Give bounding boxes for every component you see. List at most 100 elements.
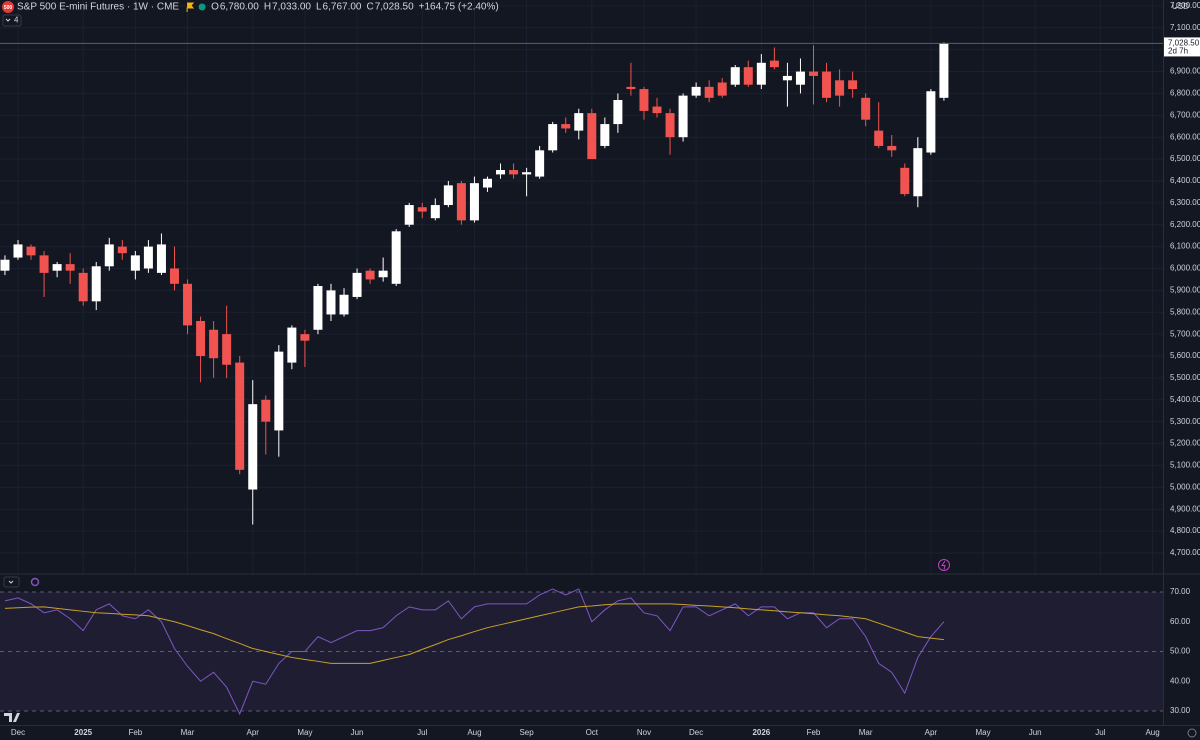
- candle-body: [613, 100, 623, 125]
- candle-body: [626, 86, 636, 90]
- candle-body: [274, 351, 284, 431]
- y-tick-label: 4,900.00: [1170, 504, 1200, 513]
- candle-body: [196, 321, 206, 357]
- y-tick-label: 5,800.00: [1170, 307, 1200, 316]
- candle-body: [717, 82, 727, 96]
- candle-body: [574, 113, 584, 131]
- candle-body: [117, 246, 127, 254]
- y-tick-label: 5,200.00: [1170, 439, 1200, 448]
- y-tick-label: 6,300.00: [1170, 198, 1200, 207]
- candle-body: [0, 259, 10, 271]
- candle-body: [848, 80, 858, 90]
- candle-body: [378, 270, 388, 278]
- y-tick-label: 6,400.00: [1170, 176, 1200, 185]
- y-tick-label: 6,100.00: [1170, 242, 1200, 251]
- candle-body: [235, 362, 245, 470]
- axes: 4,700.00 4,800.00 4,900.00 5,000.00 5,100.00…: [11, 1, 1200, 737]
- x-tick-label: Jun: [1029, 728, 1042, 737]
- y-tick-label: 6,900.00: [1170, 67, 1200, 76]
- chevron-icon: [8, 580, 14, 584]
- x-tick-label: Aug: [1145, 728, 1159, 737]
- candle-body: [522, 172, 532, 175]
- candle-body: [156, 244, 166, 273]
- x-tick-label: Dec: [689, 728, 703, 737]
- candle-body: [809, 71, 819, 76]
- candle-body: [352, 272, 362, 297]
- quote-value: 6,780.00: [220, 2, 259, 13]
- candle-body: [535, 150, 545, 177]
- candle-body: [561, 124, 571, 129]
- indicator-icon[interactable]: [30, 577, 40, 587]
- candle-body: [209, 329, 219, 359]
- candle-body: [665, 113, 675, 138]
- y-tick-label: 6,600.00: [1170, 132, 1200, 141]
- candle-body: [900, 167, 910, 195]
- candle-body: [769, 60, 779, 68]
- y-tick-label: 5,300.00: [1170, 417, 1200, 426]
- candle-body: [39, 255, 49, 273]
- quote-change: +164.75 (+2.40%): [419, 2, 499, 13]
- y-tick-label: 6,200.00: [1170, 220, 1200, 229]
- symbol-badge: 500: [4, 5, 13, 11]
- x-tick-label: Feb: [807, 728, 821, 737]
- candle-body: [482, 178, 492, 188]
- y-tick-label: 30.00: [1170, 706, 1191, 715]
- rsi-collapse-button[interactable]: [3, 576, 20, 588]
- y-tick-label: 7,100.00: [1170, 23, 1200, 32]
- currency[interactable]: USD: [1172, 2, 1189, 11]
- y-tick-label: 50.00: [1170, 647, 1191, 656]
- candle-body: [261, 399, 271, 422]
- candle-body: [417, 207, 427, 212]
- x-tick-label: Oct: [586, 728, 599, 737]
- y-tick-label: 40.00: [1170, 676, 1191, 685]
- y-tick-label: 60.00: [1170, 617, 1191, 626]
- chevron-icon: [5, 18, 11, 22]
- status-dot: [198, 3, 206, 11]
- quote-value: 7,028.50: [375, 2, 414, 13]
- flag-icon: [186, 2, 195, 12]
- x-tick-label: Jul: [1095, 728, 1105, 737]
- candle-body: [287, 327, 297, 363]
- candle-body: [391, 231, 401, 284]
- candle-body: [743, 67, 753, 85]
- candle-body: [404, 205, 414, 225]
- candles: [0, 42, 1163, 525]
- indicator-count: 4: [14, 16, 19, 25]
- x-tick-label: Apr: [247, 728, 260, 737]
- candle-body: [52, 264, 62, 271]
- candle-body: [78, 272, 88, 302]
- candle-body: [104, 244, 114, 267]
- collapse-button[interactable]: [2, 14, 22, 27]
- x-tick-label: Jun: [351, 728, 364, 737]
- y-tick-label: 6,700.00: [1170, 110, 1200, 119]
- candle-body: [13, 244, 23, 258]
- quote: O 6,780.00 H 7,033.00 L 6,767.00 C 7,028.50 +164…: [186, 2, 499, 13]
- chart-title[interactable]: S&P 500 E-mini Futures · 1W · CME: [17, 2, 179, 13]
- event-icon[interactable]: [938, 559, 950, 571]
- candle-body: [926, 91, 936, 153]
- x-tick-label: Mar: [859, 728, 873, 737]
- candle-body: [183, 283, 193, 326]
- quote-label: O: [211, 2, 219, 13]
- candle-body: [874, 130, 884, 146]
- y-tick-label: 4,800.00: [1170, 526, 1200, 535]
- candle-body: [339, 294, 349, 315]
- candle-body: [887, 145, 897, 151]
- countdown-label: 2d 7h: [1168, 47, 1188, 56]
- candle-body: [639, 89, 649, 111]
- y-tick-label: 6,500.00: [1170, 154, 1200, 163]
- candle-body: [65, 264, 75, 271]
- candle-body: [822, 71, 832, 98]
- candle-body: [430, 205, 440, 219]
- y-tick-label: 4,700.00: [1170, 548, 1200, 557]
- candle-body: [91, 266, 101, 302]
- x-tick-label: May: [975, 728, 990, 737]
- x-tick-label: Apr: [925, 728, 938, 737]
- last-price-label: 7,028.50: [1168, 39, 1200, 48]
- tv-logo[interactable]: [4, 713, 20, 722]
- candle-body: [456, 183, 466, 221]
- settings-icon[interactable]: [1187, 728, 1197, 738]
- candle-body: [169, 268, 179, 284]
- candle-body: [861, 97, 871, 120]
